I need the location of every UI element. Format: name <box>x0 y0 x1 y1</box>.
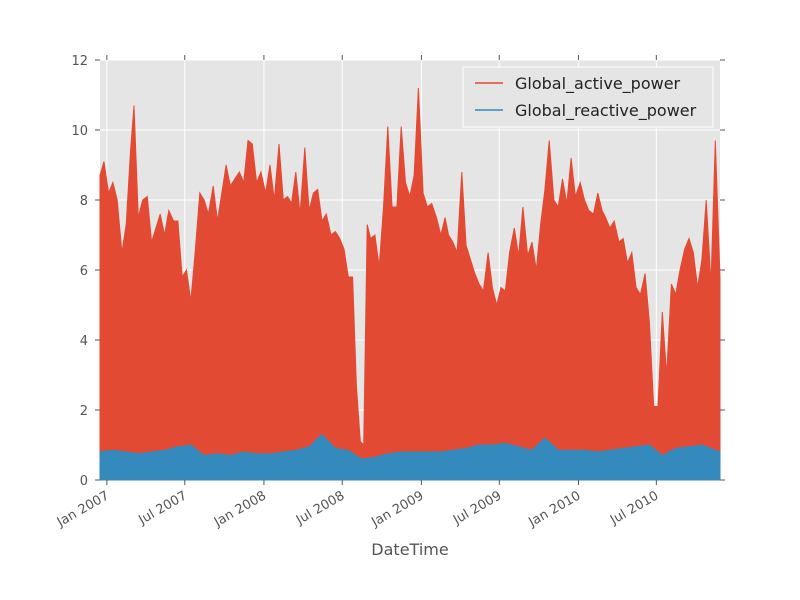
x-axis-title: DateTime <box>371 540 448 559</box>
y-tick-label: 12 <box>71 54 88 69</box>
legend-box <box>462 66 714 128</box>
x-tick-label: Jul 2010 <box>607 488 661 528</box>
x-tick-label: Jul 2009 <box>450 488 504 528</box>
y-tick-label: 8 <box>80 194 88 209</box>
x-tick-label: Jan 2007 <box>54 488 112 530</box>
x-tick-label: Jul 2008 <box>293 488 347 528</box>
x-tick-label: Jan 2009 <box>368 488 426 530</box>
y-tick-label: 2 <box>80 404 88 419</box>
y-tick-label: 0 <box>80 474 88 489</box>
plot-area <box>99 87 721 481</box>
y-tick-label: 6 <box>80 264 88 279</box>
x-tick-label: Jan 2008 <box>211 488 269 530</box>
legend-label-reactive-power: Global_reactive_power <box>515 101 697 121</box>
y-tick-label: 4 <box>80 334 88 349</box>
x-tick-label: Jan 2010 <box>525 488 583 530</box>
y-tick-label: 10 <box>71 124 88 139</box>
series-area-active-power <box>99 87 721 481</box>
legend: Global_active_power Global_reactive_powe… <box>462 66 714 128</box>
x-tick-label: Jul 2007 <box>136 488 190 528</box>
legend-label-active-power: Global_active_power <box>515 74 681 94</box>
series-area-reactive-power <box>99 433 721 481</box>
